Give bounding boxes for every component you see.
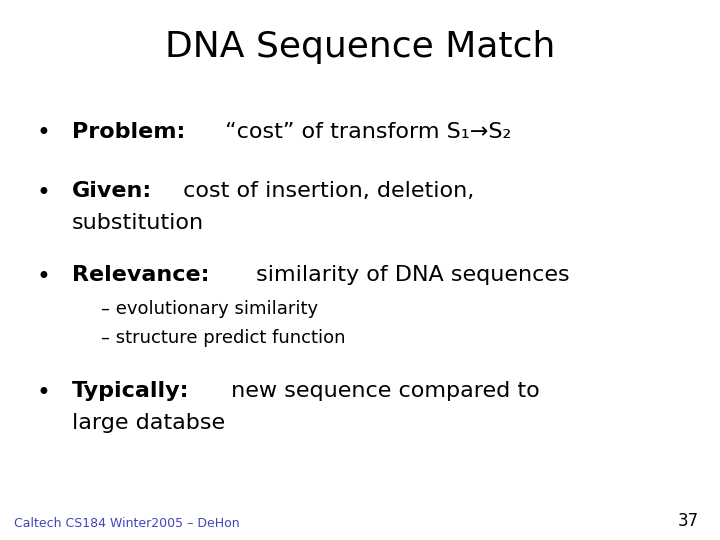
- Text: large databse: large databse: [72, 413, 225, 433]
- Text: cost of insertion, deletion,: cost of insertion, deletion,: [176, 181, 474, 201]
- Text: – evolutionary similarity: – evolutionary similarity: [101, 300, 318, 318]
- Text: – structure predict function: – structure predict function: [101, 329, 346, 347]
- Text: 37: 37: [678, 512, 698, 530]
- Text: substitution: substitution: [72, 213, 204, 233]
- Text: Relevance:: Relevance:: [72, 265, 210, 285]
- Text: DNA Sequence Match: DNA Sequence Match: [165, 30, 555, 64]
- Text: •: •: [36, 122, 50, 145]
- Text: Typically:: Typically:: [72, 381, 189, 401]
- Text: Problem:: Problem:: [72, 122, 185, 141]
- Text: •: •: [36, 381, 50, 404]
- Text: new sequence compared to: new sequence compared to: [224, 381, 539, 401]
- Text: Given:: Given:: [72, 181, 152, 201]
- Text: similarity of DNA sequences: similarity of DNA sequences: [249, 265, 570, 285]
- Text: •: •: [36, 181, 50, 205]
- Text: Caltech CS184 Winter2005 – DeHon: Caltech CS184 Winter2005 – DeHon: [14, 517, 240, 530]
- Text: “cost” of transform S₁→S₂: “cost” of transform S₁→S₂: [218, 122, 512, 141]
- Text: •: •: [36, 265, 50, 288]
